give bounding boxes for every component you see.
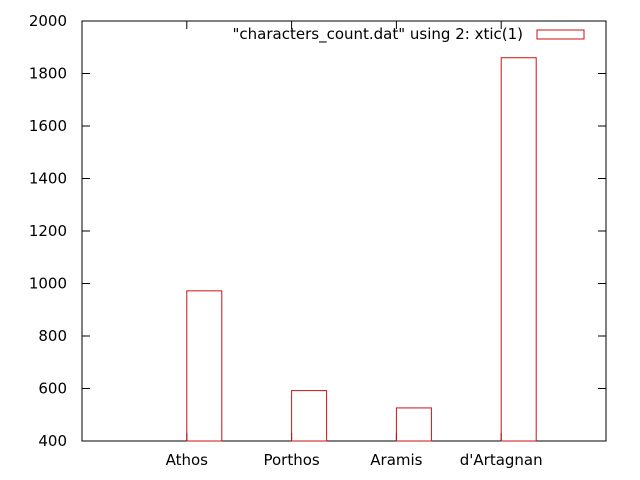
bars (186, 57, 537, 442)
x-tick-label-3: d'Artagnan (460, 451, 543, 469)
x-tick-labels: Athos Porthos Aramis d'Artagnan (166, 451, 543, 469)
bar-0 (186, 290, 223, 442)
bar-1 (291, 390, 328, 442)
x-tick-label-0: Athos (166, 451, 209, 469)
x-tick-label-1: Porthos (263, 451, 319, 469)
y-tick-label-1200: 1200 (29, 222, 67, 240)
bar-2 (395, 407, 432, 442)
y-tick-label-1000: 1000 (29, 275, 67, 293)
y-tick-label-1600: 1600 (29, 117, 67, 135)
y-tick-labels: 400 600 800 1000 1200 1400 1600 1800 2000 (29, 12, 67, 450)
y-tick-label-400: 400 (38, 432, 67, 450)
x-tick-label-2: Aramis (370, 451, 422, 469)
y-tick-label-1400: 1400 (29, 170, 67, 188)
bar-3 (500, 57, 537, 442)
y-tick-label-800: 800 (38, 327, 67, 345)
legend-swatch (536, 29, 585, 40)
plot-frame (81, 20, 607, 442)
y-tick-label-1800: 1800 (29, 65, 67, 83)
y-tick-label-600: 600 (38, 380, 67, 398)
y-tick-label-2000: 2000 (29, 12, 67, 30)
legend-label: "characters_count.dat" using 2: xtic(1) (233, 25, 523, 44)
x-tick-marks (186, 21, 502, 441)
y-tick-marks (82, 73, 606, 389)
legend: "characters_count.dat" using 2: xtic(1) (233, 25, 585, 44)
